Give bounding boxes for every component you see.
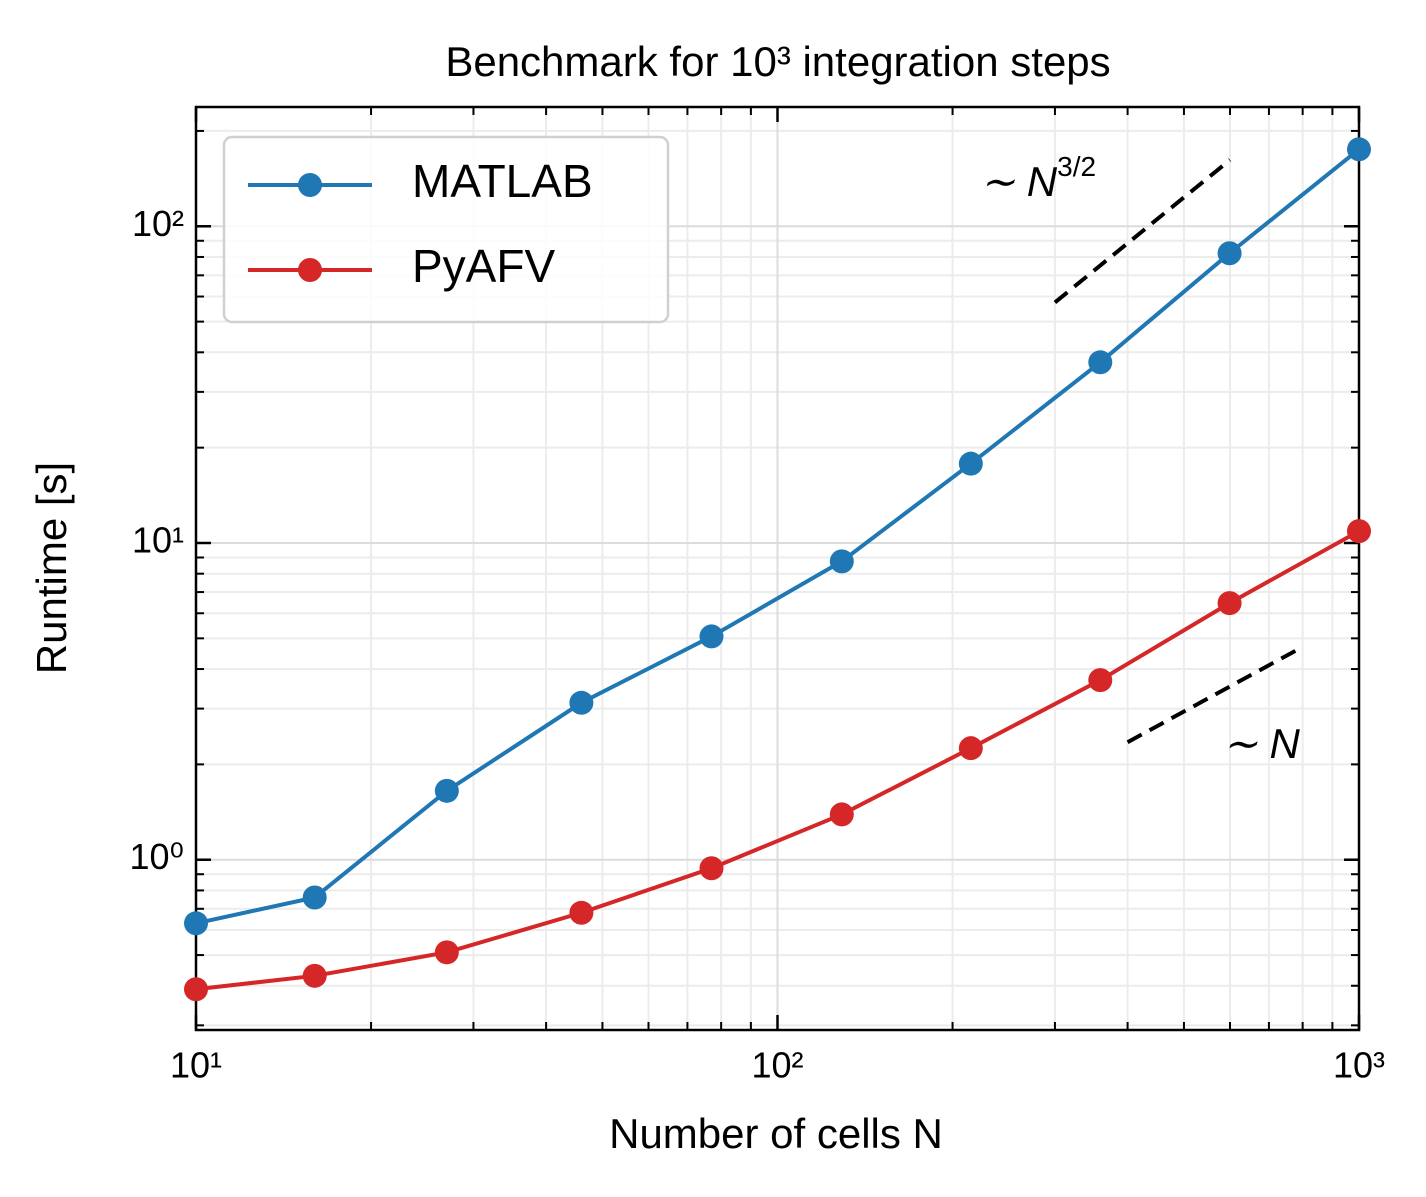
x-axis-label: Number of cells N [609,1110,943,1157]
chart-title: Benchmark for 10³ integration steps [445,38,1110,85]
marker [699,856,724,881]
marker [1217,241,1242,266]
x-tick-label: 10³ [1333,1045,1385,1086]
annotation: ∼ N [1223,720,1301,767]
annotation-text: ∼ N [1223,720,1301,767]
reference-line [1053,158,1232,304]
marker [829,549,854,574]
plot-frame [194,105,1361,1032]
legend-marker [298,173,322,197]
y-axis-label: Runtime [s] [28,462,75,674]
marker [434,778,459,803]
marker [569,690,594,715]
marker [302,963,327,988]
marker [184,911,208,936]
legend-marker [298,258,322,282]
x-tick-label: 10² [751,1045,803,1086]
marker [958,451,983,476]
series-line [195,147,1361,926]
reference-line [1126,645,1304,744]
marker [829,802,854,827]
marker [1088,350,1113,375]
marker [1217,591,1242,616]
marker [434,940,459,965]
annotation-text: ∼ N [980,158,1058,205]
marker [1347,137,1371,162]
y-tick-label: 10¹ [132,520,184,561]
x-tick-label: 10¹ [170,1045,222,1086]
annotation-exponent: 3/2 [1057,151,1096,182]
marker [184,977,208,1002]
legend-label: MATLAB [412,155,593,207]
marker [1347,519,1371,544]
y-tick-label: 10⁰ [130,836,184,877]
marker [1088,668,1113,693]
marker [569,900,594,925]
marker [958,736,983,761]
annotation: ∼ N3/2 [980,151,1096,205]
legend: MATLAB PyAFV [222,135,670,324]
marker [699,624,724,649]
y-tick-label: 10² [132,203,184,244]
marker [302,885,327,910]
series-line [195,529,1360,992]
legend-label: PyAFV [412,240,555,292]
